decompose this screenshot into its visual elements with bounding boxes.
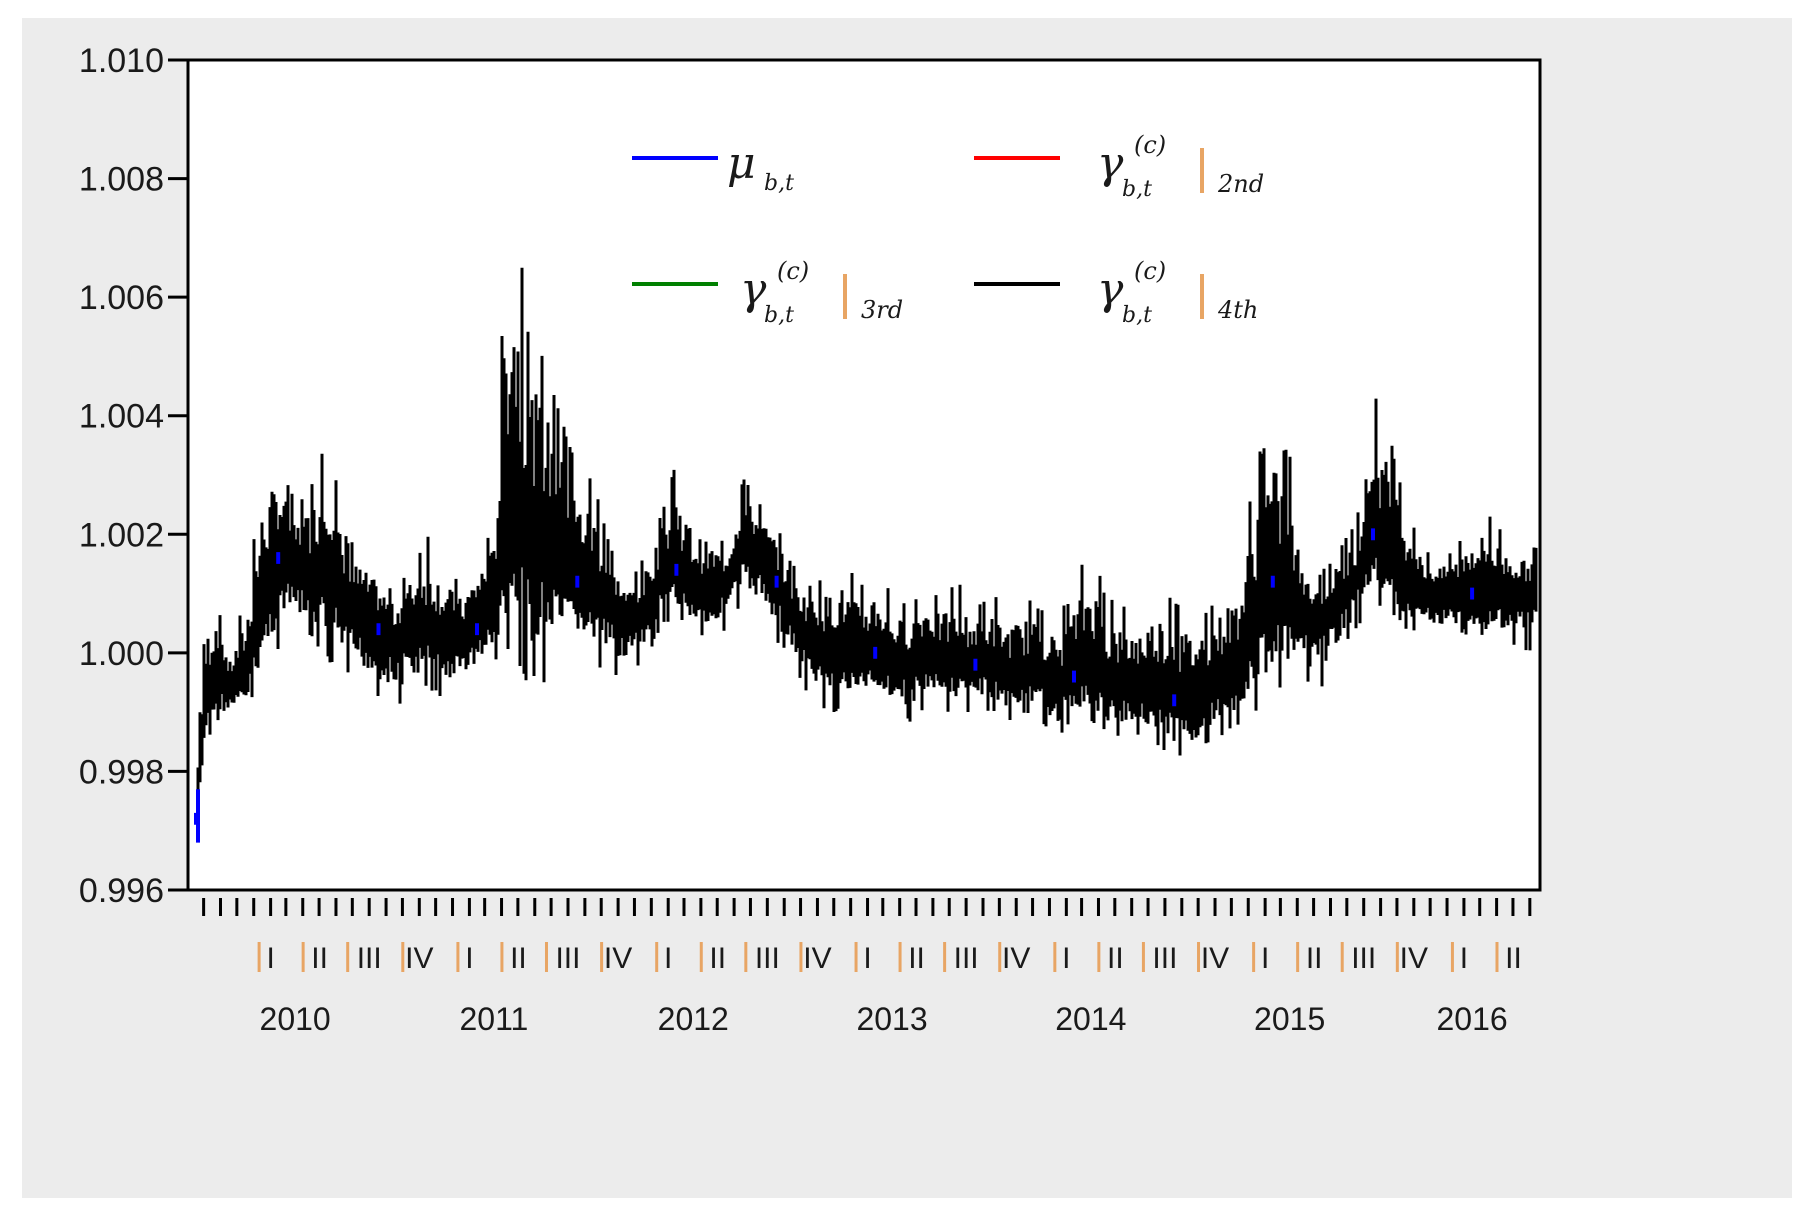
legend-item-gamma-2nd: γ (c) b,t 2nd xyxy=(974,131,1264,202)
x-quarter-label: I xyxy=(266,942,274,975)
legend-superscript: (c) xyxy=(1134,257,1166,285)
legend-item-mu: μ b,t xyxy=(632,138,794,196)
quarter-marker xyxy=(301,942,305,972)
quarter-marker xyxy=(1495,942,1499,972)
x-quarter-label: IV xyxy=(803,942,831,975)
y-tick-label: 1.006 xyxy=(79,279,164,317)
plot-background xyxy=(186,58,1542,892)
x-quarter-label: IV xyxy=(1400,942,1428,975)
x-quarter-label: III xyxy=(357,942,382,975)
quarter-marker xyxy=(257,942,261,972)
quarter-marker xyxy=(346,942,350,972)
x-axis: I II III IV I II III IV I II III IV I II III IV I II III IV… xyxy=(202,898,1532,1037)
legend-item-gamma-3rd: γ (c) b,t 3rd xyxy=(632,257,903,328)
quarter-marker xyxy=(655,942,659,972)
x-quarter-label: IV xyxy=(405,942,433,975)
series-mu xyxy=(194,528,1475,843)
quarter-marker xyxy=(998,942,1002,972)
legend-subscript: b,t xyxy=(1122,303,1152,328)
x-quarter-label: II xyxy=(1505,942,1522,975)
quarter-marker xyxy=(1296,942,1300,972)
x-quarter-label: III xyxy=(1351,942,1376,975)
x-year-label: 2011 xyxy=(460,1001,529,1037)
legend-superscript: (c) xyxy=(1134,131,1166,159)
y-tick-label: 1.002 xyxy=(79,516,164,554)
quarter-marker xyxy=(744,942,748,972)
quarter-marker xyxy=(600,942,604,972)
x-year-label: 2012 xyxy=(658,1001,729,1037)
x-quarter-label: IV xyxy=(1002,942,1030,975)
quarter-marker xyxy=(544,942,548,972)
quarter-marker xyxy=(1340,942,1344,972)
quarter-marker xyxy=(401,942,405,972)
x-quarter-label: I xyxy=(1261,942,1269,975)
y-tick-label: 1.004 xyxy=(79,398,164,436)
series-gamma-4th xyxy=(196,267,1538,809)
x-quarter-label: I xyxy=(1062,942,1070,975)
x-year-label: 2013 xyxy=(856,1001,927,1037)
x-quarter-label: II xyxy=(1306,942,1323,975)
legend-symbol: γ xyxy=(740,264,767,315)
legend-superscript: (c) xyxy=(777,257,809,285)
x-quarter-label: I xyxy=(664,942,672,975)
quarter-marker xyxy=(699,942,703,972)
x-quarter-label: II xyxy=(908,942,925,975)
quarter-marker xyxy=(898,942,902,972)
legend-item-gamma-4th: γ (c) b,t 4th xyxy=(974,257,1258,328)
x-quarter-label: I xyxy=(1460,942,1468,975)
x-quarter-label: IV xyxy=(1201,942,1229,975)
quarter-marker xyxy=(799,942,803,972)
series-layer xyxy=(194,267,1538,843)
legend-suffix: 3rd xyxy=(861,296,903,324)
x-quarter-label: II xyxy=(510,942,527,975)
y-axis: 1.010 1.008 1.006 1.004 1.002 1.000 0.998 0.996 xyxy=(79,42,188,910)
x-quarter-label: I xyxy=(465,942,473,975)
y-tick-label: 1.010 xyxy=(79,42,164,80)
legend-symbol: γ xyxy=(1097,138,1124,189)
line-chart: 1.010 1.008 1.006 1.004 1.002 1.000 0.998 0.996… xyxy=(79,42,1542,1037)
legend-subscript: b,t xyxy=(764,171,794,196)
x-year-label: 2016 xyxy=(1437,1001,1508,1037)
chart-frame: 1.010 1.008 1.006 1.004 1.002 1.000 0.998 0.996… xyxy=(22,18,1792,1198)
quarter-marker xyxy=(1097,942,1101,972)
x-quarter-label: IV xyxy=(604,942,632,975)
x-quarter-label: III xyxy=(755,942,780,975)
quarter-marker xyxy=(456,942,460,972)
y-tick-label: 1.008 xyxy=(79,161,164,199)
x-quarter-label: II xyxy=(1107,942,1124,975)
quarter-marker xyxy=(1197,942,1201,972)
quarter-marker xyxy=(1252,942,1256,972)
y-tick-label: 0.996 xyxy=(79,872,164,910)
y-tick-label: 0.998 xyxy=(79,753,164,791)
quarter-marker xyxy=(1395,942,1399,972)
x-year-label: 2015 xyxy=(1254,1001,1325,1037)
legend-subscript: b,t xyxy=(1122,177,1152,202)
x-quarter-label: III xyxy=(954,942,979,975)
x-quarter-label: I xyxy=(863,942,871,975)
y-tick-label: 1.000 xyxy=(79,635,164,673)
legend-symbol: γ xyxy=(1097,264,1124,315)
quarter-marker xyxy=(943,942,947,972)
legend-suffix: 2nd xyxy=(1217,170,1264,198)
quarter-marker xyxy=(1450,942,1454,972)
x-quarter-label: III xyxy=(1152,942,1177,975)
legend-suffix: 4th xyxy=(1217,296,1258,324)
x-quarter-label: II xyxy=(709,942,726,975)
x-year-label: 2014 xyxy=(1055,1001,1126,1037)
quarter-marker xyxy=(854,942,858,972)
quarter-marker xyxy=(500,942,504,972)
legend-subscript: b,t xyxy=(764,303,794,328)
x-quarter-label: III xyxy=(555,942,580,975)
quarter-marker xyxy=(1141,942,1145,972)
x-year-label: 2010 xyxy=(260,1001,331,1037)
legend-symbol: μ xyxy=(727,138,756,189)
legend: μ b,t γ (c) b,t 2nd γ (c) b,t 3rd xyxy=(632,131,1264,328)
x-quarter-label: II xyxy=(311,942,328,975)
quarter-marker xyxy=(1053,942,1057,972)
